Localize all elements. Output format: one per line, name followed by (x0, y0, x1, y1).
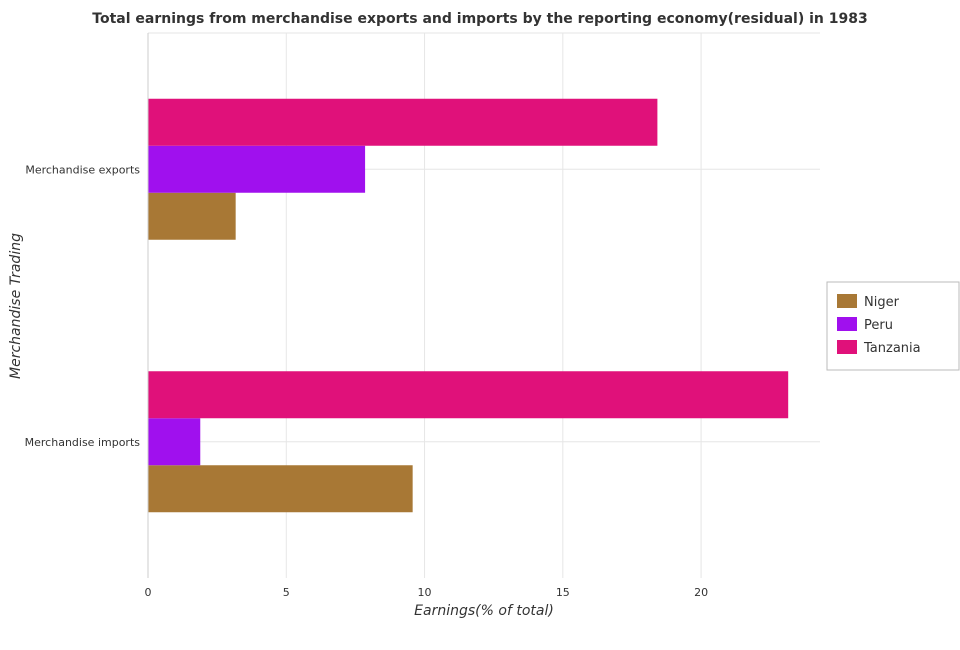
bar-peru-imports (148, 418, 201, 466)
x-axis-label: Earnings(% of total) (414, 603, 554, 619)
legend-swatch-tanzania (837, 340, 857, 354)
bars (148, 98, 789, 513)
y-tick-label: Merchandise exports (25, 163, 140, 176)
y-tick-label: Merchandise imports (25, 436, 141, 449)
y-axis-label: Merchandise Trading (8, 233, 24, 379)
bar-niger-imports (148, 465, 413, 513)
legend-label-peru: Peru (864, 318, 893, 333)
y-tick-labels: Merchandise exports Merchandise imports (25, 163, 141, 449)
legend: Niger Peru Tanzania (826, 281, 960, 371)
legend-label-niger: Niger (864, 295, 900, 310)
bar-niger-exports (148, 192, 236, 240)
x-tick-label: 5 (283, 586, 290, 599)
bar-tanzania-imports (148, 371, 789, 419)
x-tick-label: 0 (145, 586, 152, 599)
x-tick-label: 10 (418, 586, 432, 599)
x-tick-labels: 0 5 10 15 20 (145, 586, 709, 599)
x-tick-label: 15 (556, 586, 570, 599)
legend-swatch-niger (837, 294, 857, 308)
x-tick-label: 20 (694, 586, 708, 599)
legend-label-tanzania: Tanzania (863, 341, 921, 356)
bar-tanzania-exports (148, 98, 658, 146)
chart-title: Total earnings from merchandise exports … (92, 11, 867, 27)
bar-peru-exports (148, 145, 366, 193)
legend-swatch-peru (837, 317, 857, 331)
